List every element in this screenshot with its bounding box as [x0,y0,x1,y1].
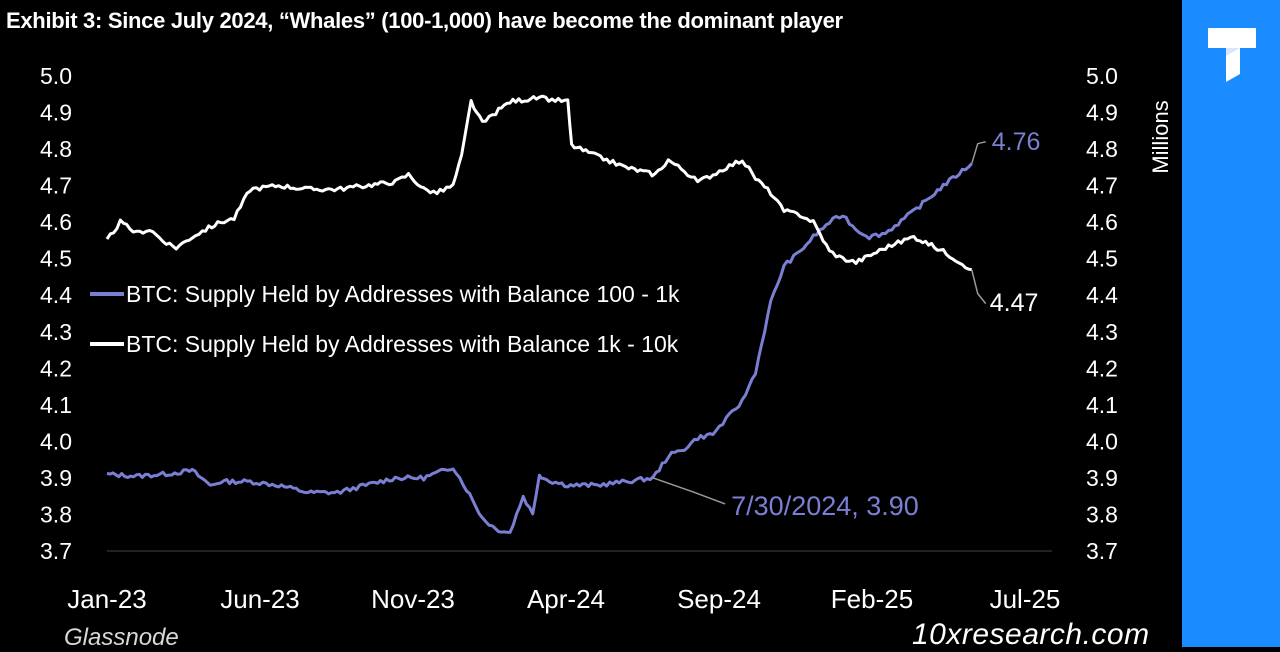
series-layer [105,94,973,534]
y-tick-label-left: 4.7 [40,173,72,199]
y-tick-label-left: 4.3 [40,319,72,345]
x-tick-label: Feb-25 [831,584,913,614]
source-label: Glassnode [64,624,179,651]
y2-axis-label: Millions [1148,100,1173,173]
y-tick-label-right: 4.9 [1086,100,1118,126]
y-tick-label-right: 3.9 [1086,465,1118,491]
x-axis: Jan-23 Jun-23 Nov-23 Apr-24 Sep-24 Feb-25 Jul-… [67,584,1060,614]
y-tick-label-left: 4.6 [40,209,72,235]
brand-panel [1182,0,1280,647]
y-tick-label-right: 4.3 [1086,319,1118,345]
y-tick-label-left: 4.0 [40,428,72,454]
y-tick-label-right: 4.8 [1086,136,1118,162]
line-chart: 5.0 4.9 4.8 4.7 4.6 4.5 4.4 4.3 4.2 4.1 4.0 3.9 3.8 3… [40,63,1173,614]
y-tick-label-left: 4.5 [40,246,72,272]
y-tick-label-right: 4.6 [1086,209,1118,235]
y-tick-label-right: 4.2 [1086,355,1118,381]
x-tick-label: Jun-23 [220,584,300,614]
x-tick-label: Apr-24 [527,584,605,614]
y-tick-label-right: 4.0 [1086,428,1118,454]
y-tick-label-right: 5.0 [1086,63,1118,89]
10x-logo-icon [1208,28,1256,82]
annotation-leader-0 [971,140,986,164]
legend-label-1: BTC: Supply Held by Addresses with Balan… [126,331,679,357]
series-line-1 [105,94,972,272]
y-axis-right: 5.0 4.9 4.8 4.7 4.6 4.5 4.4 4.3 4.2 4.1 4.0 3.9 3.8 3… [1086,63,1118,564]
y-tick-label-left: 4.2 [40,355,72,381]
y-tick-label-left: 3.9 [40,465,72,491]
watermark-label: 10xresearch.com [912,618,1150,651]
y-tick-label-right: 3.8 [1086,501,1118,527]
legend-label-0: BTC: Supply Held by Addresses with Balan… [126,281,680,307]
series-line-0 [106,162,973,534]
y-tick-label-right: 4.1 [1086,392,1118,418]
annotation-leader-2 [652,477,726,505]
x-tick-label: Jul-25 [990,584,1061,614]
y-tick-label-left: 3.7 [40,538,72,564]
chart-title: Exhibit 3: Since July 2024, “Whales” (10… [6,8,843,33]
annotations: 4.76 4.47 7/30/2024, 3.90 [652,128,1041,521]
y-tick-label-left: 4.9 [40,100,72,126]
end-value-label-1: 4.47 [990,289,1039,317]
x-tick-label: Jan-23 [67,584,147,614]
annotation-leader-1 [970,269,987,305]
y-axis-left: 5.0 4.9 4.8 4.7 4.6 4.5 4.4 4.3 4.2 4.1 4.0 3.9 3.8 3… [40,63,72,564]
y-tick-label-left: 4.1 [40,392,72,418]
y-tick-label-right: 3.7 [1086,538,1118,564]
legend: BTC: Supply Held by Addresses with Balan… [90,281,680,357]
y-tick-label-right: 4.5 [1086,246,1118,272]
y-tick-label-left: 4.4 [40,282,72,308]
x-tick-label: Nov-23 [371,584,455,614]
x-tick-label: Sep-24 [677,584,761,614]
end-value-label-0: 4.76 [992,128,1041,156]
y-tick-label-left: 5.0 [40,63,72,89]
y-tick-label-right: 4.4 [1086,282,1118,308]
y-tick-label-left: 3.8 [40,501,72,527]
y-tick-label-right: 4.7 [1086,173,1118,199]
y-tick-label-left: 4.8 [40,136,72,162]
highlight-label: 7/30/2024, 3.90 [731,491,919,521]
